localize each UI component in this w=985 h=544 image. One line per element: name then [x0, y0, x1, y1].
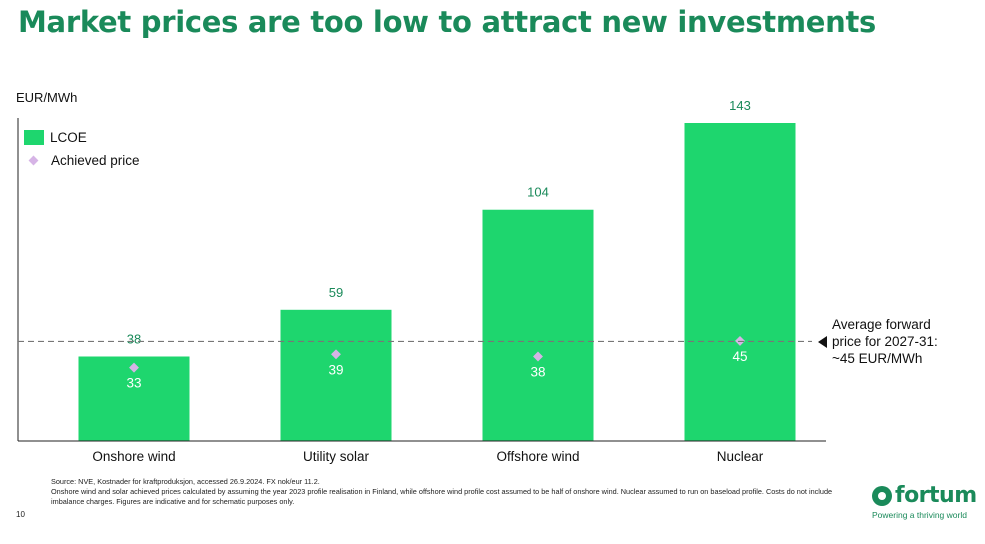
legend-swatch-lcoe — [24, 129, 44, 145]
x-tick-label: Onshore wind — [92, 449, 175, 464]
fortum-logo: fortum Powering a thriving world — [872, 483, 977, 520]
bar-value-label: 59 — [329, 285, 343, 300]
bar-lcoe — [482, 209, 594, 441]
bar-value-label: 104 — [527, 185, 549, 200]
bar-value-label: 143 — [729, 98, 751, 113]
bar-value-label: 38 — [127, 331, 141, 346]
y-axis-label: EUR/MWh — [16, 90, 78, 105]
achieved-price-label: 39 — [328, 362, 343, 377]
legend-label-achieved-price: Achieved price — [51, 152, 140, 168]
legend-item-achieved-price: Achieved price — [24, 149, 140, 171]
annotation-line-2: price for 2027-31: — [832, 334, 938, 349]
source-line-2: Onshore wind and solar achieved prices c… — [51, 487, 833, 506]
achieved-price-label: 45 — [732, 349, 747, 364]
logo-wordmark: fortum — [895, 483, 977, 508]
bar-lcoe — [280, 309, 392, 441]
logo-tagline: Powering a thriving world — [872, 510, 967, 520]
legend-item-lcoe: LCOE — [24, 126, 140, 148]
annotation-line-1: Average forward — [832, 317, 931, 332]
page-title: Market prices are too low to attract new… — [18, 5, 877, 39]
annotation-arrow-icon — [818, 336, 827, 348]
achieved-price-marker — [331, 349, 341, 360]
achieved-price-marker — [129, 362, 139, 373]
achieved-price-marker — [533, 351, 543, 362]
source-line-1: Source: NVE, Kostnader for kraftproduksj… — [51, 477, 320, 486]
forward-price-annotation: Average forward price for 2027-31: ~45 E… — [832, 316, 938, 367]
achieved-price-label: 33 — [126, 376, 141, 391]
x-tick-label: Nuclear — [717, 449, 764, 464]
x-tick-label: Utility solar — [303, 449, 370, 464]
legend: LCOE Achieved price — [24, 126, 140, 172]
annotation-line-3: ~45 EUR/MWh — [832, 351, 923, 366]
achieved-price-label: 38 — [530, 364, 545, 379]
page-number: 10 — [16, 510, 25, 519]
logo-row: fortum — [872, 483, 977, 508]
source-note: Source: NVE, Kostnader for kraftproduksj… — [51, 477, 841, 507]
bar-lcoe — [684, 123, 796, 441]
x-tick-label: Offshore wind — [496, 449, 579, 464]
fortum-logo-icon — [872, 485, 892, 506]
legend-label-lcoe: LCOE — [50, 129, 87, 145]
